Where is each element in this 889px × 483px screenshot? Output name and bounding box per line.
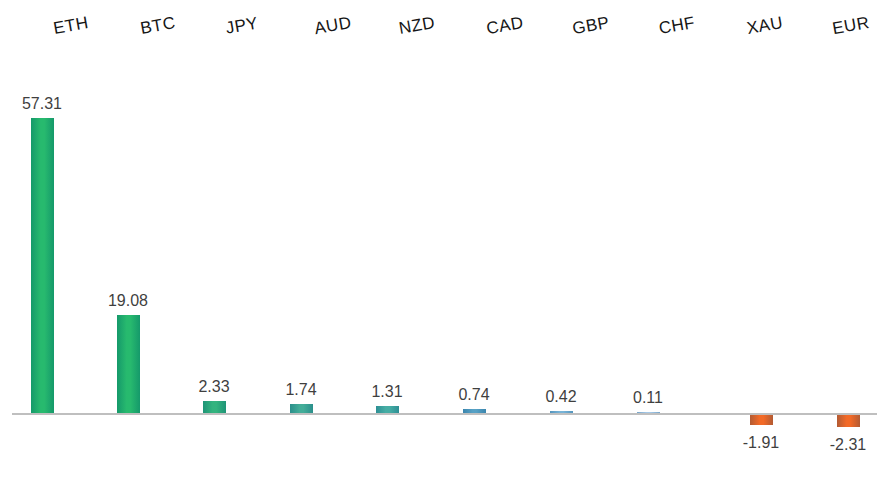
bar-chart: ETH BTC JPY AUD NZD CAD GBP CHF XAU EUR 57.31 19.0…: [0, 0, 889, 483]
bar-aud: [290, 404, 313, 413]
value-label-cad: 0.74: [439, 385, 509, 404]
value-label-jpy: 2.33: [179, 377, 249, 396]
value-label-gbp: 0.42: [526, 387, 596, 406]
value-label-chf: 0.11: [613, 388, 683, 407]
x-axis-line: [12, 413, 877, 415]
category-label-gbp: GBP: [557, 10, 625, 41]
category-label-btc: BTC: [124, 10, 192, 41]
category-label-chf: CHF: [643, 10, 711, 41]
category-label-xau: XAU: [731, 10, 799, 41]
category-label-jpy: JPY: [208, 10, 276, 41]
bar-xau: [750, 415, 773, 425]
value-label-xau: -1.91: [726, 433, 796, 452]
value-label-aud: 1.74: [266, 380, 336, 399]
value-label-eth: 57.31: [7, 94, 77, 113]
bar-btc: [117, 315, 140, 413]
category-label-cad: CAD: [471, 10, 539, 41]
bar-jpy: [203, 401, 226, 413]
value-label-eur: -2.31: [813, 435, 883, 454]
bar-eur: [837, 415, 860, 427]
category-label-aud: AUD: [299, 10, 367, 41]
value-label-nzd: 1.31: [352, 382, 422, 401]
bar-nzd: [376, 406, 399, 413]
category-label-nzd: NZD: [383, 10, 451, 41]
category-label-eth: ETH: [37, 10, 105, 41]
category-label-eur: EUR: [817, 10, 885, 41]
value-label-btc: 19.08: [93, 291, 163, 310]
bar-eth: [31, 118, 54, 413]
